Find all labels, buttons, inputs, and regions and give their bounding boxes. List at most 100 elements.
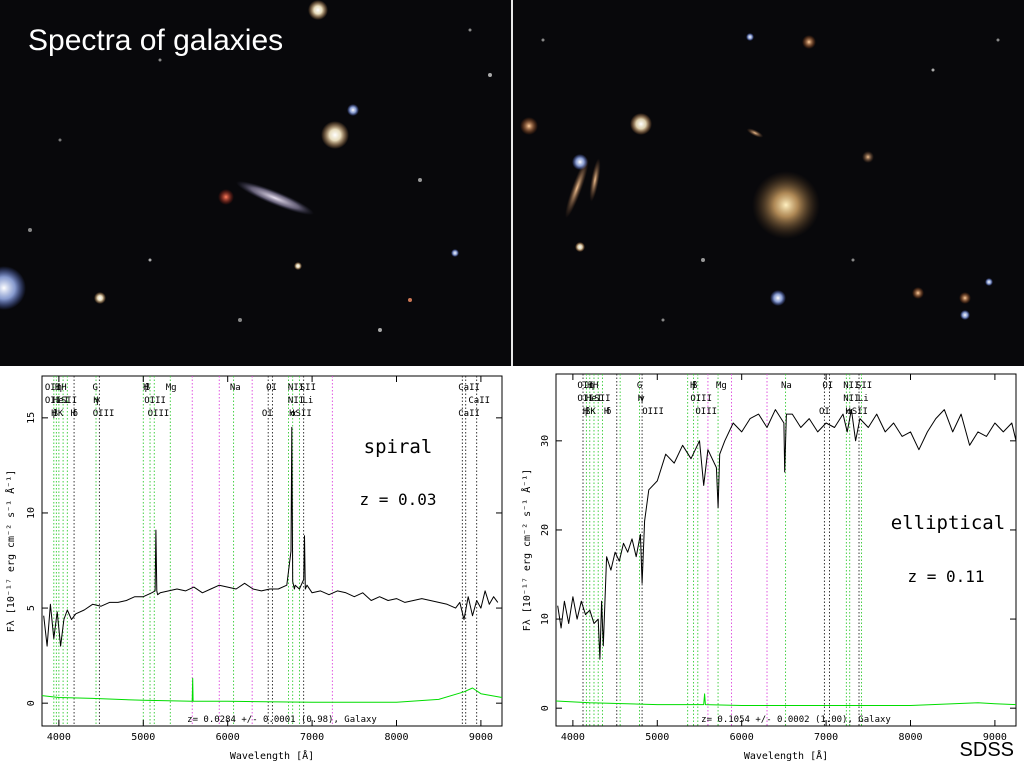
spectral-line-label: H — [289, 409, 294, 419]
spectral-line-label: OI — [262, 409, 273, 419]
redshift-fit-caption: z= 0.1054 +/- 0.0002 (1.00), Galaxy — [701, 715, 891, 725]
x-axis-label: Wavelength [Å] — [230, 749, 314, 762]
spectral-line-label: δ — [606, 407, 611, 417]
spectral-line-label: H — [143, 383, 148, 393]
spectral-line-label: H — [583, 407, 588, 417]
spectral-line-label: K — [590, 407, 596, 417]
spectral-line-label: OI — [266, 383, 277, 393]
spectral-line-label: OII — [45, 383, 61, 393]
spectral-line-label: NII — [288, 383, 304, 393]
spectral-line-label: β — [53, 409, 58, 419]
error-series-line — [41, 677, 503, 703]
spectral-line-label: β — [145, 383, 150, 393]
spectral-line-label: γ — [639, 394, 644, 404]
spectral-line-label: δ — [73, 409, 78, 419]
spectral-line-label: η — [57, 383, 62, 393]
spectral-line-label: NII — [843, 381, 859, 391]
spectral-line-label: Li — [302, 396, 313, 406]
spectral-line-label: G — [637, 381, 642, 391]
redshift-label: z = 0.11 — [907, 567, 984, 586]
y-axis-label: Fλ [10⁻¹⁷ erg cm⁻² s⁻¹ Å⁻¹] — [520, 469, 533, 632]
elliptical-galaxy-image — [513, 0, 1024, 366]
spectral-line-label: H — [587, 381, 592, 391]
image-divider — [511, 0, 513, 366]
spiral-galaxy-field — [0, 0, 511, 366]
y-tick-label: 0 — [540, 705, 551, 711]
x-tick-label: 9000 — [469, 732, 493, 743]
x-tick-label: 8000 — [384, 732, 408, 743]
spectral-line-label: HeI — [53, 396, 69, 406]
spiral-galaxy — [235, 180, 315, 216]
spectral-line-label: Mg — [166, 383, 177, 393]
spectral-line-label: H — [690, 381, 695, 391]
x-tick-label: 9000 — [983, 732, 1007, 743]
spectral-line-label: CaII — [458, 409, 480, 419]
spectral-line-label: Li — [858, 394, 869, 404]
spiral-galaxy-image: Spectra of galaxies — [0, 0, 511, 366]
redshift-fit-caption: z= 0.0284 +/- 0.0001 (0.98), Galaxy — [187, 715, 377, 725]
spectral-line-label: γ — [95, 396, 100, 406]
error-series-line — [555, 693, 1017, 706]
y-tick-label: 20 — [540, 524, 551, 536]
galaxy-type-label: spiral — [364, 436, 433, 458]
redshift-label: z = 0.03 — [359, 490, 436, 509]
y-tick-label: 0 — [26, 700, 37, 706]
x-tick-label: 5000 — [645, 732, 669, 743]
spectral-line-label: OI — [822, 381, 833, 391]
spectral-line-label: H — [604, 407, 609, 417]
flux-series-line — [557, 409, 1017, 660]
y-tick-label: 10 — [540, 613, 551, 625]
spectral-line-label: H — [55, 383, 60, 393]
spectral-line-label: OIII — [695, 407, 717, 417]
x-tick-label: 4000 — [47, 732, 71, 743]
spectral-line-label: α — [291, 409, 297, 419]
spectral-line-label: CaII — [468, 396, 490, 406]
spectral-line-label: G — [92, 383, 97, 393]
slide-title: Spectra of galaxies — [28, 24, 284, 57]
y-axis-label: Fλ [10⁻¹⁷ erg cm⁻² s⁻¹ Å⁻¹] — [4, 470, 17, 633]
spectral-line-label: OII — [577, 381, 593, 391]
spectral-line-label: OI — [819, 407, 830, 417]
spectral-line-label: SII — [296, 409, 312, 419]
spectral-line-label: HeI — [586, 394, 602, 404]
sdss-credit: SDSS — [959, 739, 1014, 761]
spectral-line-label: NII — [843, 394, 859, 404]
x-axis-label: Wavelength [Å] — [744, 749, 828, 762]
y-tick-label: 5 — [26, 605, 37, 611]
spectral-line-label: OIII — [148, 409, 170, 419]
spectral-line-label: SII — [856, 381, 872, 391]
spectral-line-label: η — [589, 381, 594, 391]
x-tick-label: 7000 — [300, 732, 324, 743]
spectral-line-label: β — [585, 407, 590, 417]
spectral-line-label: SII — [300, 383, 316, 393]
x-tick-label: 6000 — [730, 732, 754, 743]
spectral-line-label: CaII — [458, 383, 480, 393]
spectral-line-label: SII — [594, 394, 610, 404]
spectral-line-label: H — [93, 396, 98, 406]
y-tick-label: 30 — [540, 435, 551, 447]
spectral-line-label: H — [51, 409, 56, 419]
spectral-line-label: H — [61, 383, 66, 393]
y-tick-label: 10 — [26, 507, 37, 519]
spectral-line-label: OII — [45, 396, 61, 406]
spectral-line-label: OIII — [642, 407, 664, 417]
spectral-line-label: SII — [852, 407, 868, 417]
spectral-line-label: H — [638, 394, 643, 404]
spectral-line-label: NII — [288, 396, 304, 406]
elliptical-galaxy — [752, 171, 820, 239]
x-tick-label: 4000 — [561, 732, 585, 743]
x-tick-label: 7000 — [814, 732, 838, 743]
spectral-line-label: H — [593, 381, 598, 391]
spectral-line-label: Na — [230, 383, 241, 393]
spectral-line-label: α — [847, 407, 853, 417]
spectral-line-label: Mg — [716, 381, 727, 391]
spectral-line-label: K — [58, 409, 64, 419]
galaxy-type-label: elliptical — [891, 512, 1005, 534]
spectral-line-label: H — [845, 407, 850, 417]
y-tick-label: 15 — [26, 412, 37, 424]
spectral-line-label: β — [692, 381, 697, 391]
x-tick-label: 6000 — [216, 732, 240, 743]
